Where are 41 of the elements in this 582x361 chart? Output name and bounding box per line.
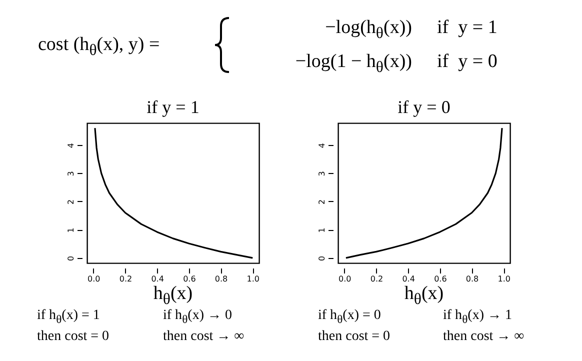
y-tick-label: 0 bbox=[318, 256, 326, 261]
y-tick-label: 2 bbox=[66, 199, 76, 205]
x-tick-label: 0.8 bbox=[214, 274, 228, 284]
x-tick-label: 0.8 bbox=[466, 274, 479, 284]
y-tick-label: 2 bbox=[318, 199, 326, 205]
text: then cost → ∞ bbox=[163, 329, 244, 344]
x-tick-label: 0.4 bbox=[151, 274, 164, 284]
x-tick-label: 0.4 bbox=[402, 274, 415, 284]
line-series bbox=[345, 127, 503, 259]
y-tick-label: 3 bbox=[318, 171, 326, 176]
x-tick-label: 1.0 bbox=[498, 274, 510, 284]
text: if y = 1 bbox=[437, 17, 498, 38]
text: if h$_{θ}$(x) → 0 bbox=[163, 308, 232, 326]
y-tick-label: 0 bbox=[66, 256, 76, 261]
line-series bbox=[94, 127, 254, 259]
text: then cost → ∞ bbox=[443, 329, 524, 344]
chart-title: if y = 0 bbox=[398, 97, 450, 117]
x-tick-label: 0.0 bbox=[338, 274, 352, 284]
text: −log(1 − h$_{θ}$(x)) bbox=[295, 51, 412, 76]
text: if h$_{θ}$(x) = 0 bbox=[318, 308, 381, 326]
y-tick-label: 1 bbox=[66, 228, 76, 233]
y-tick-label: 4 bbox=[66, 142, 76, 148]
text: if y = 0 bbox=[437, 51, 498, 72]
y-tick-label: 1 bbox=[318, 228, 326, 233]
x-axis-title: h$_{θ}$(x) bbox=[404, 283, 444, 308]
text: −log(h$_{θ}$(x)) bbox=[325, 17, 412, 42]
x-tick-label: 1.0 bbox=[246, 274, 260, 284]
text: then cost = 0 bbox=[318, 329, 390, 344]
x-tick-label: 0.0 bbox=[88, 274, 100, 284]
text: if h$_{θ}$(x) → 1 bbox=[443, 308, 512, 326]
x-axis-title: h$_{θ}$(x) bbox=[153, 283, 193, 308]
text: cost (h$_{θ}$(x), y) = bbox=[38, 34, 160, 59]
x-tick-label: 0.2 bbox=[370, 274, 384, 284]
x-tick-label: 0.6 bbox=[434, 274, 447, 284]
x-tick-label: 0.2 bbox=[119, 274, 132, 284]
x-tick-label: 0.6 bbox=[183, 274, 196, 284]
text: then cost = 0 bbox=[37, 329, 110, 344]
text: if h$_{θ}$(x) = 1 bbox=[37, 308, 100, 326]
chart-title: if y = 1 bbox=[146, 97, 200, 117]
y-tick-label: 3 bbox=[66, 171, 76, 176]
y-tick-label: 4 bbox=[318, 142, 326, 148]
